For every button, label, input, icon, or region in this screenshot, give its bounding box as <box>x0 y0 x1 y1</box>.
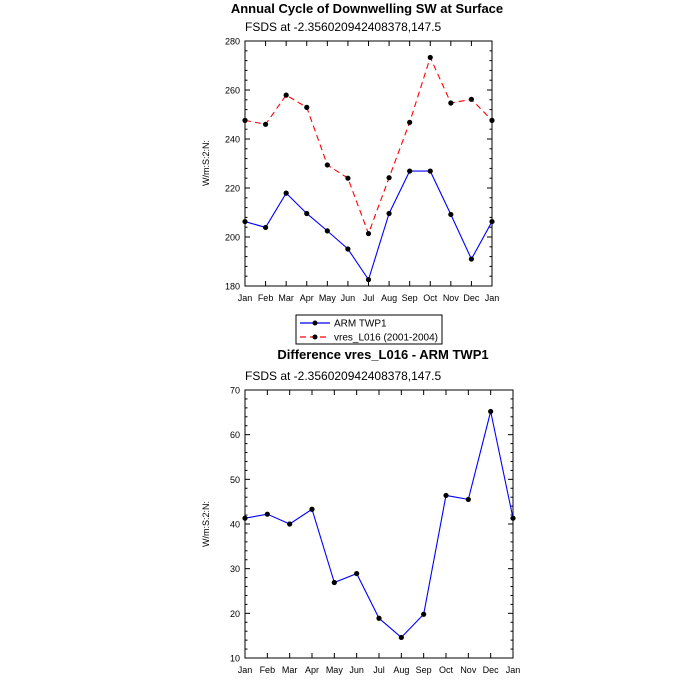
legend-label-vres: vres_L016 (2001-2004) <box>334 333 438 344</box>
data-point-1-0-12 <box>510 515 516 521</box>
data-point-0-1-5 <box>345 175 351 181</box>
plot-frame-0 <box>244 40 493 287</box>
y-tick-label-0-3: 240 <box>225 135 240 145</box>
data-point-0-1-7 <box>386 175 392 181</box>
data-point-1-0-0 <box>242 515 248 521</box>
data-point-1-0-10 <box>465 496 471 503</box>
data-point-1-0-3 <box>309 506 315 512</box>
y-tick-label-0-5: 280 <box>225 37 240 47</box>
data-point-0-0-9 <box>427 168 433 174</box>
data-point-0-1-1 <box>262 121 269 127</box>
bottom-chart-title: Difference vres_L016 - ARM TWP1 <box>277 347 488 362</box>
y-tick-label-0-2: 220 <box>225 184 240 194</box>
data-point-0-0-12 <box>489 218 495 225</box>
data-point-0-0-11 <box>468 256 475 262</box>
x-tick-label-1-3: Apr <box>305 665 319 675</box>
data-point-1-0-2 <box>287 521 293 527</box>
x-tick-label-0-12: Jan <box>485 293 500 303</box>
data-point-0-1-10 <box>448 100 454 106</box>
y-tick-label-1-1: 20 <box>230 609 240 619</box>
x-tick-label-1-6: Jul <box>373 665 385 675</box>
top-chart-title: Annual Cycle of Downwelling SW at Surfac… <box>231 1 503 16</box>
y-tick-label-0-1: 200 <box>225 233 240 243</box>
data-point-1-0-9 <box>443 492 449 499</box>
x-tick-label-0-8: Sep <box>402 293 418 303</box>
top-chart: Annual Cycle of Downwelling SW at Surfac… <box>201 1 503 345</box>
x-tick-label-1-9: Oct <box>439 665 454 675</box>
bottom-plot-area: Jan Feb Mar Apr May Jun Jul Aug Sep Oct Nov Dec Jan1… <box>230 386 520 676</box>
x-tick-label-1-5: Jun <box>349 665 364 675</box>
data-point-0-1-2 <box>283 92 289 98</box>
data-point-0-1-8 <box>407 119 413 125</box>
y-tick-label-1-5: 60 <box>230 430 240 440</box>
legend-marker-arm <box>312 320 318 326</box>
x-tick-label-0-10: Nov <box>443 293 460 303</box>
x-tick-label-1-11: Dec <box>483 665 500 675</box>
data-point-0-1-0 <box>242 117 248 123</box>
data-point-0-1-12 <box>489 117 495 123</box>
data-point-0-0-10 <box>448 211 454 218</box>
data-point-0-1-3 <box>304 104 310 110</box>
legend-label-arm: ARM TWP1 <box>334 319 387 330</box>
series-line-0-0 <box>244 170 493 281</box>
data-point-1-0-8 <box>421 611 427 617</box>
legend-marker-vres <box>312 334 318 340</box>
x-tick-label-0-11: Dec <box>463 293 480 303</box>
y-tick-label-1-4: 50 <box>230 475 240 485</box>
x-tick-label-1-4: May <box>326 665 344 675</box>
bottom-chart: Difference vres_L016 - ARM TWP1 FSDS at … <box>201 347 520 675</box>
data-point-0-0-0 <box>242 218 248 225</box>
data-point-0-0-3 <box>304 210 310 217</box>
x-tick-label-1-7: Aug <box>393 665 409 675</box>
data-point-0-0-1 <box>262 224 269 231</box>
data-point-0-0-6 <box>365 277 372 283</box>
x-tick-label-0-2: Mar <box>278 293 294 303</box>
data-point-1-0-11 <box>488 408 494 415</box>
data-point-1-0-5 <box>354 570 360 577</box>
data-point-0-1-4 <box>324 162 330 168</box>
y-tick-label-0-0: 180 <box>225 282 240 292</box>
data-point-1-0-7 <box>398 634 404 641</box>
bottom-chart-subtitle: FSDS at -2.356020942408378,147.5 <box>245 369 441 383</box>
y-tick-label-1-6: 70 <box>230 386 240 396</box>
y-tick-label-0-4: 260 <box>225 86 240 96</box>
data-point-0-0-7 <box>386 210 392 217</box>
x-tick-label-1-8: Sep <box>416 665 432 675</box>
x-tick-label-0-5: Jun <box>341 293 356 303</box>
y-tick-label-1-3: 40 <box>230 520 240 530</box>
y-tick-label-1-2: 30 <box>230 564 240 574</box>
x-tick-label-0-7: Aug <box>381 293 397 303</box>
x-tick-label-1-0: Jan <box>238 665 253 675</box>
data-point-0-0-8 <box>407 168 413 174</box>
x-tick-label-0-4: May <box>319 293 337 303</box>
bottom-chart-ylabel: W/m:S:2:N: <box>201 501 211 547</box>
top-chart-subtitle: FSDS at -2.356020942408378,147.5 <box>245 20 441 34</box>
x-tick-label-1-1: Feb <box>260 665 276 675</box>
data-point-1-0-1 <box>264 511 270 517</box>
x-tick-label-0-0: Jan <box>238 293 253 303</box>
top-plot-area: Jan Feb Mar Apr May Jun Jul Aug Sep Oct Nov Dec Jan1… <box>225 37 499 304</box>
x-tick-label-0-6: Jul <box>363 293 375 303</box>
data-point-0-0-2 <box>283 190 289 196</box>
series-line-1-0 <box>244 411 514 639</box>
legend-box <box>295 314 443 345</box>
data-point-1-0-4 <box>331 579 337 586</box>
data-point-0-1-11 <box>468 96 475 102</box>
data-point-1-0-6 <box>376 615 382 621</box>
top-chart-legend: ARM TWP1 vres_L016 (2001-2004) <box>295 314 443 345</box>
x-tick-label-1-12: Jan <box>506 665 521 675</box>
x-tick-label-0-1: Feb <box>258 293 274 303</box>
x-tick-label-1-10: Nov <box>460 665 477 675</box>
top-chart-ylabel: W/m:S:2:N: <box>201 140 211 186</box>
x-tick-label-1-2: Mar <box>282 665 298 675</box>
data-point-0-0-4 <box>324 228 330 234</box>
x-tick-label-0-3: Apr <box>300 293 314 303</box>
x-tick-label-0-9: Oct <box>423 293 438 303</box>
series-line-0-1 <box>244 55 493 236</box>
data-point-0-1-9 <box>427 54 433 61</box>
data-point-0-0-5 <box>345 246 351 252</box>
y-tick-label-1-0: 10 <box>230 654 240 664</box>
data-point-0-1-6 <box>365 230 372 237</box>
